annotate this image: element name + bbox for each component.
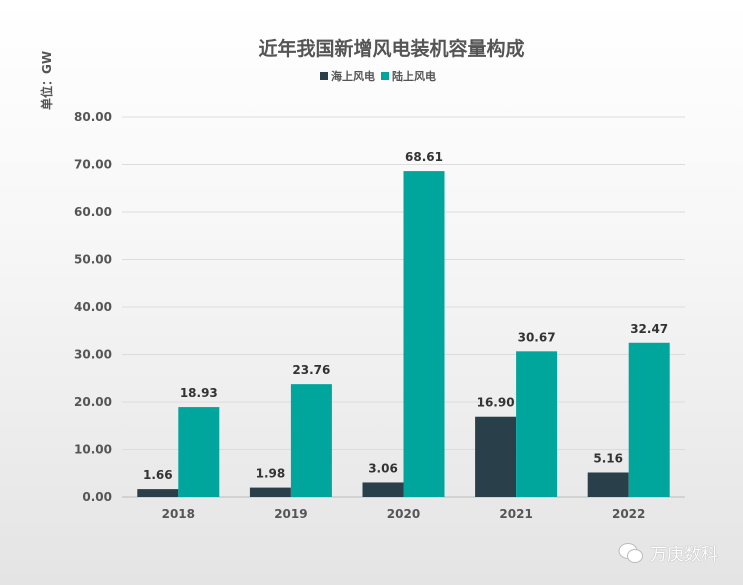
data-label: 68.61 — [405, 150, 443, 164]
legend-item-onshore: 陆上风电 — [381, 68, 436, 84]
bar — [587, 472, 629, 497]
bar — [403, 171, 445, 498]
y-tick-label: 20.00 — [74, 395, 112, 409]
x-tick-label: 2019 — [274, 507, 307, 521]
data-label: 1.66 — [143, 468, 173, 482]
data-label: 32.47 — [630, 322, 668, 336]
data-label: 3.06 — [368, 461, 398, 475]
bar — [290, 384, 332, 497]
data-label: 23.76 — [292, 363, 330, 377]
bar — [516, 351, 558, 497]
y-tick-label: 40.00 — [74, 300, 112, 314]
bar — [475, 416, 517, 497]
wechat-icon — [618, 542, 643, 563]
data-label: 5.16 — [593, 451, 623, 465]
legend-item-offshore: 海上风电 — [320, 68, 375, 84]
data-label: 1.98 — [256, 467, 286, 481]
data-label: 30.67 — [518, 330, 556, 344]
y-tick-label: 0.00 — [82, 490, 112, 504]
bar — [362, 482, 404, 497]
data-label: 18.93 — [180, 386, 218, 400]
x-tick-label: 2021 — [499, 507, 532, 521]
x-tick-label: 2020 — [387, 507, 420, 521]
y-tick-label: 50.00 — [74, 253, 112, 267]
bar — [628, 342, 670, 497]
bar — [249, 487, 291, 497]
x-tick-label: 2022 — [612, 507, 645, 521]
y-tick-label: 30.00 — [74, 348, 112, 362]
bar — [137, 489, 179, 497]
bar — [178, 407, 220, 497]
y-tick-label: 60.00 — [74, 205, 112, 219]
x-tick-label: 2018 — [162, 507, 195, 521]
data-label: 16.90 — [477, 396, 515, 410]
y-tick-label: 10.00 — [74, 443, 112, 457]
watermark: 万庚数科 — [618, 540, 718, 565]
legend: 海上风电 陆上风电 — [320, 68, 436, 84]
y-tick-label: 70.00 — [74, 158, 112, 172]
y-tick-label: 80.00 — [74, 110, 112, 124]
chart-title: 近年我国新增风电装机容量构成 — [258, 38, 525, 60]
